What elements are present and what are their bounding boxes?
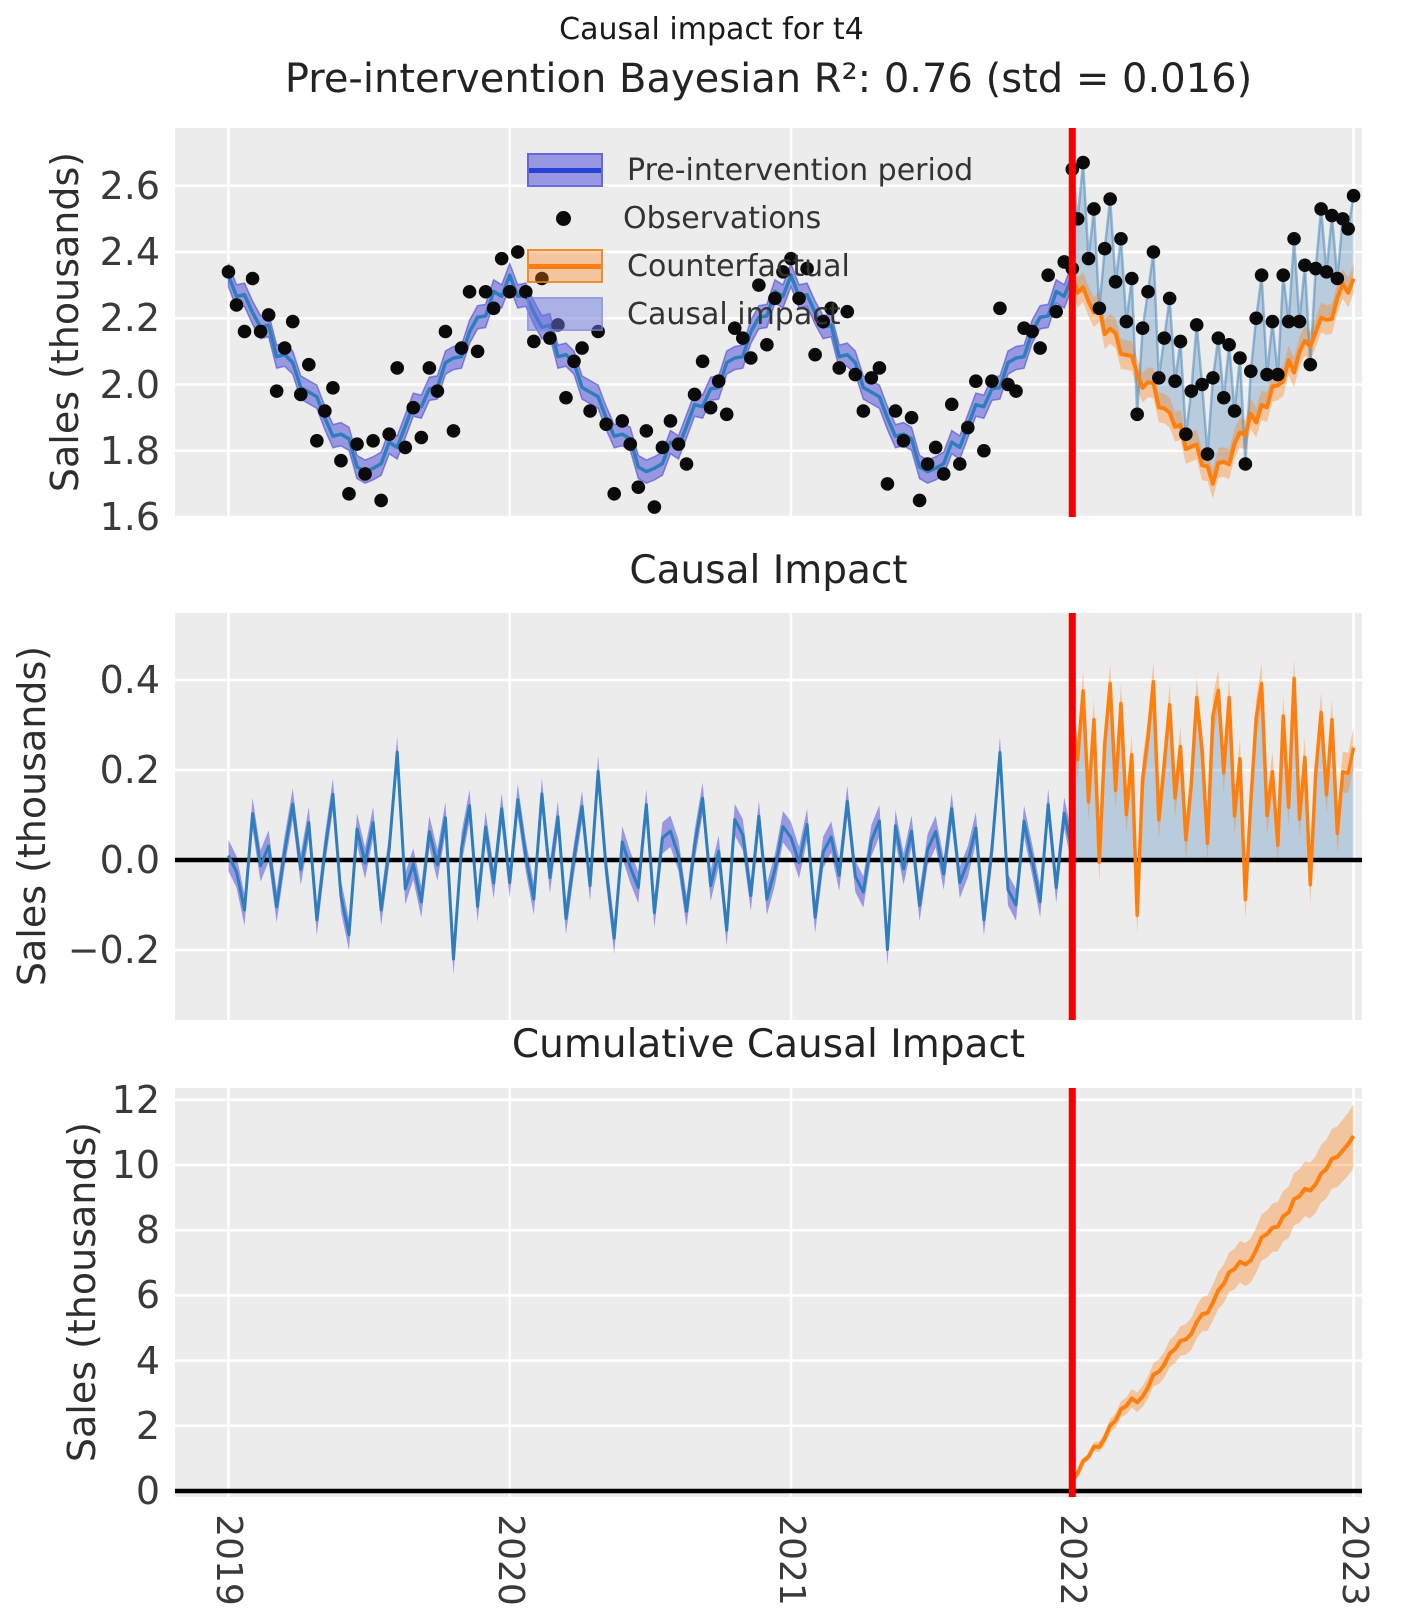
- legend-label: Causal impact: [627, 296, 841, 332]
- panel2-series: [175, 613, 1362, 1020]
- panel1-title: Pre-intervention Bayesian R²: 0.76 (std …: [284, 56, 1253, 102]
- y-tick-label: 6: [135, 1273, 160, 1318]
- legend-entry-observations: Observations: [527, 194, 973, 242]
- y-tick-label: 10: [111, 1143, 160, 1187]
- panel2-title: Causal Impact: [629, 548, 908, 593]
- legend-swatch-counterfactual-band: [527, 249, 603, 283]
- legend-entry-pre-intervention: Pre-intervention period: [527, 146, 973, 194]
- y-tick-label: 2.0: [99, 362, 160, 407]
- legend-entry-causal-impact: Causal impact: [527, 290, 973, 338]
- figure-suptitle: Causal impact for t4: [559, 12, 864, 47]
- impact-pre-line: [227, 750, 1074, 961]
- legend-label: Observations: [623, 200, 822, 236]
- panel3-series: [175, 1088, 1362, 1497]
- cumulative-impact-band: [1072, 1104, 1354, 1482]
- panel1-plot-area: Pre-intervention period Observations Cou…: [175, 128, 1362, 517]
- legend-label: Counterfactual: [627, 248, 850, 284]
- x-tick-label: 2021: [771, 1514, 812, 1606]
- legend-swatch-pre-intervention-band: [527, 153, 603, 187]
- y-tick-label: 0.2: [99, 748, 160, 792]
- legend-entry-counterfactual: Counterfactual: [527, 242, 973, 290]
- legend-pre-intervention-line-icon: [529, 167, 601, 173]
- y-tick-label: 2: [135, 1403, 160, 1448]
- y-tick-label: 12: [111, 1077, 160, 1122]
- y-tick-label: 0.0: [99, 838, 160, 882]
- y-tick-label: 0: [135, 1469, 160, 1513]
- legend-label: Pre-intervention period: [627, 152, 974, 188]
- grid: [175, 1088, 1362, 1497]
- x-tick-label: 2023: [1333, 1514, 1375, 1606]
- panel3-chart: [175, 1088, 1362, 1497]
- legend-counterfactual-line-icon: [529, 263, 601, 269]
- x-tick-label: 2019: [208, 1514, 250, 1606]
- y-tick-label: 0.4: [99, 658, 160, 702]
- x-tick-label: 2020: [489, 1514, 531, 1606]
- y-tick-label: 2.4: [99, 230, 160, 274]
- observations-scatter: [221, 155, 1361, 514]
- panel2-plot-area: [175, 613, 1362, 1020]
- y-tick-label: 1.8: [99, 428, 160, 473]
- panel2-chart: [175, 613, 1362, 1020]
- counterfactual-mean-line: [1070, 274, 1356, 486]
- legend-observation-dot-icon: [555, 210, 571, 226]
- legend-swatch-observations: [527, 203, 599, 233]
- y-tick-label: 8: [135, 1208, 160, 1253]
- legend-swatch-causal-impact-fill: [527, 297, 603, 331]
- panel1-chart: [175, 128, 1362, 517]
- cumulative-impact-line: [1070, 1134, 1356, 1482]
- y-tick-label: −0.2: [67, 928, 160, 972]
- panel3-title: Cumulative Causal Impact: [511, 1022, 1026, 1067]
- panel3-plot-area: [175, 1088, 1362, 1497]
- x-tick-label: 2022: [1052, 1514, 1094, 1606]
- legend: Pre-intervention period Observations Cou…: [527, 146, 973, 338]
- y-tick-label: 2.2: [99, 296, 160, 341]
- impact-post-line: [1070, 676, 1356, 918]
- y-tick-label: 4: [135, 1338, 160, 1383]
- grid: [175, 128, 1362, 517]
- y-tick-label: 1.6: [99, 495, 160, 539]
- y-tick-label: 2.6: [99, 163, 160, 208]
- panel1-series: [221, 128, 1361, 517]
